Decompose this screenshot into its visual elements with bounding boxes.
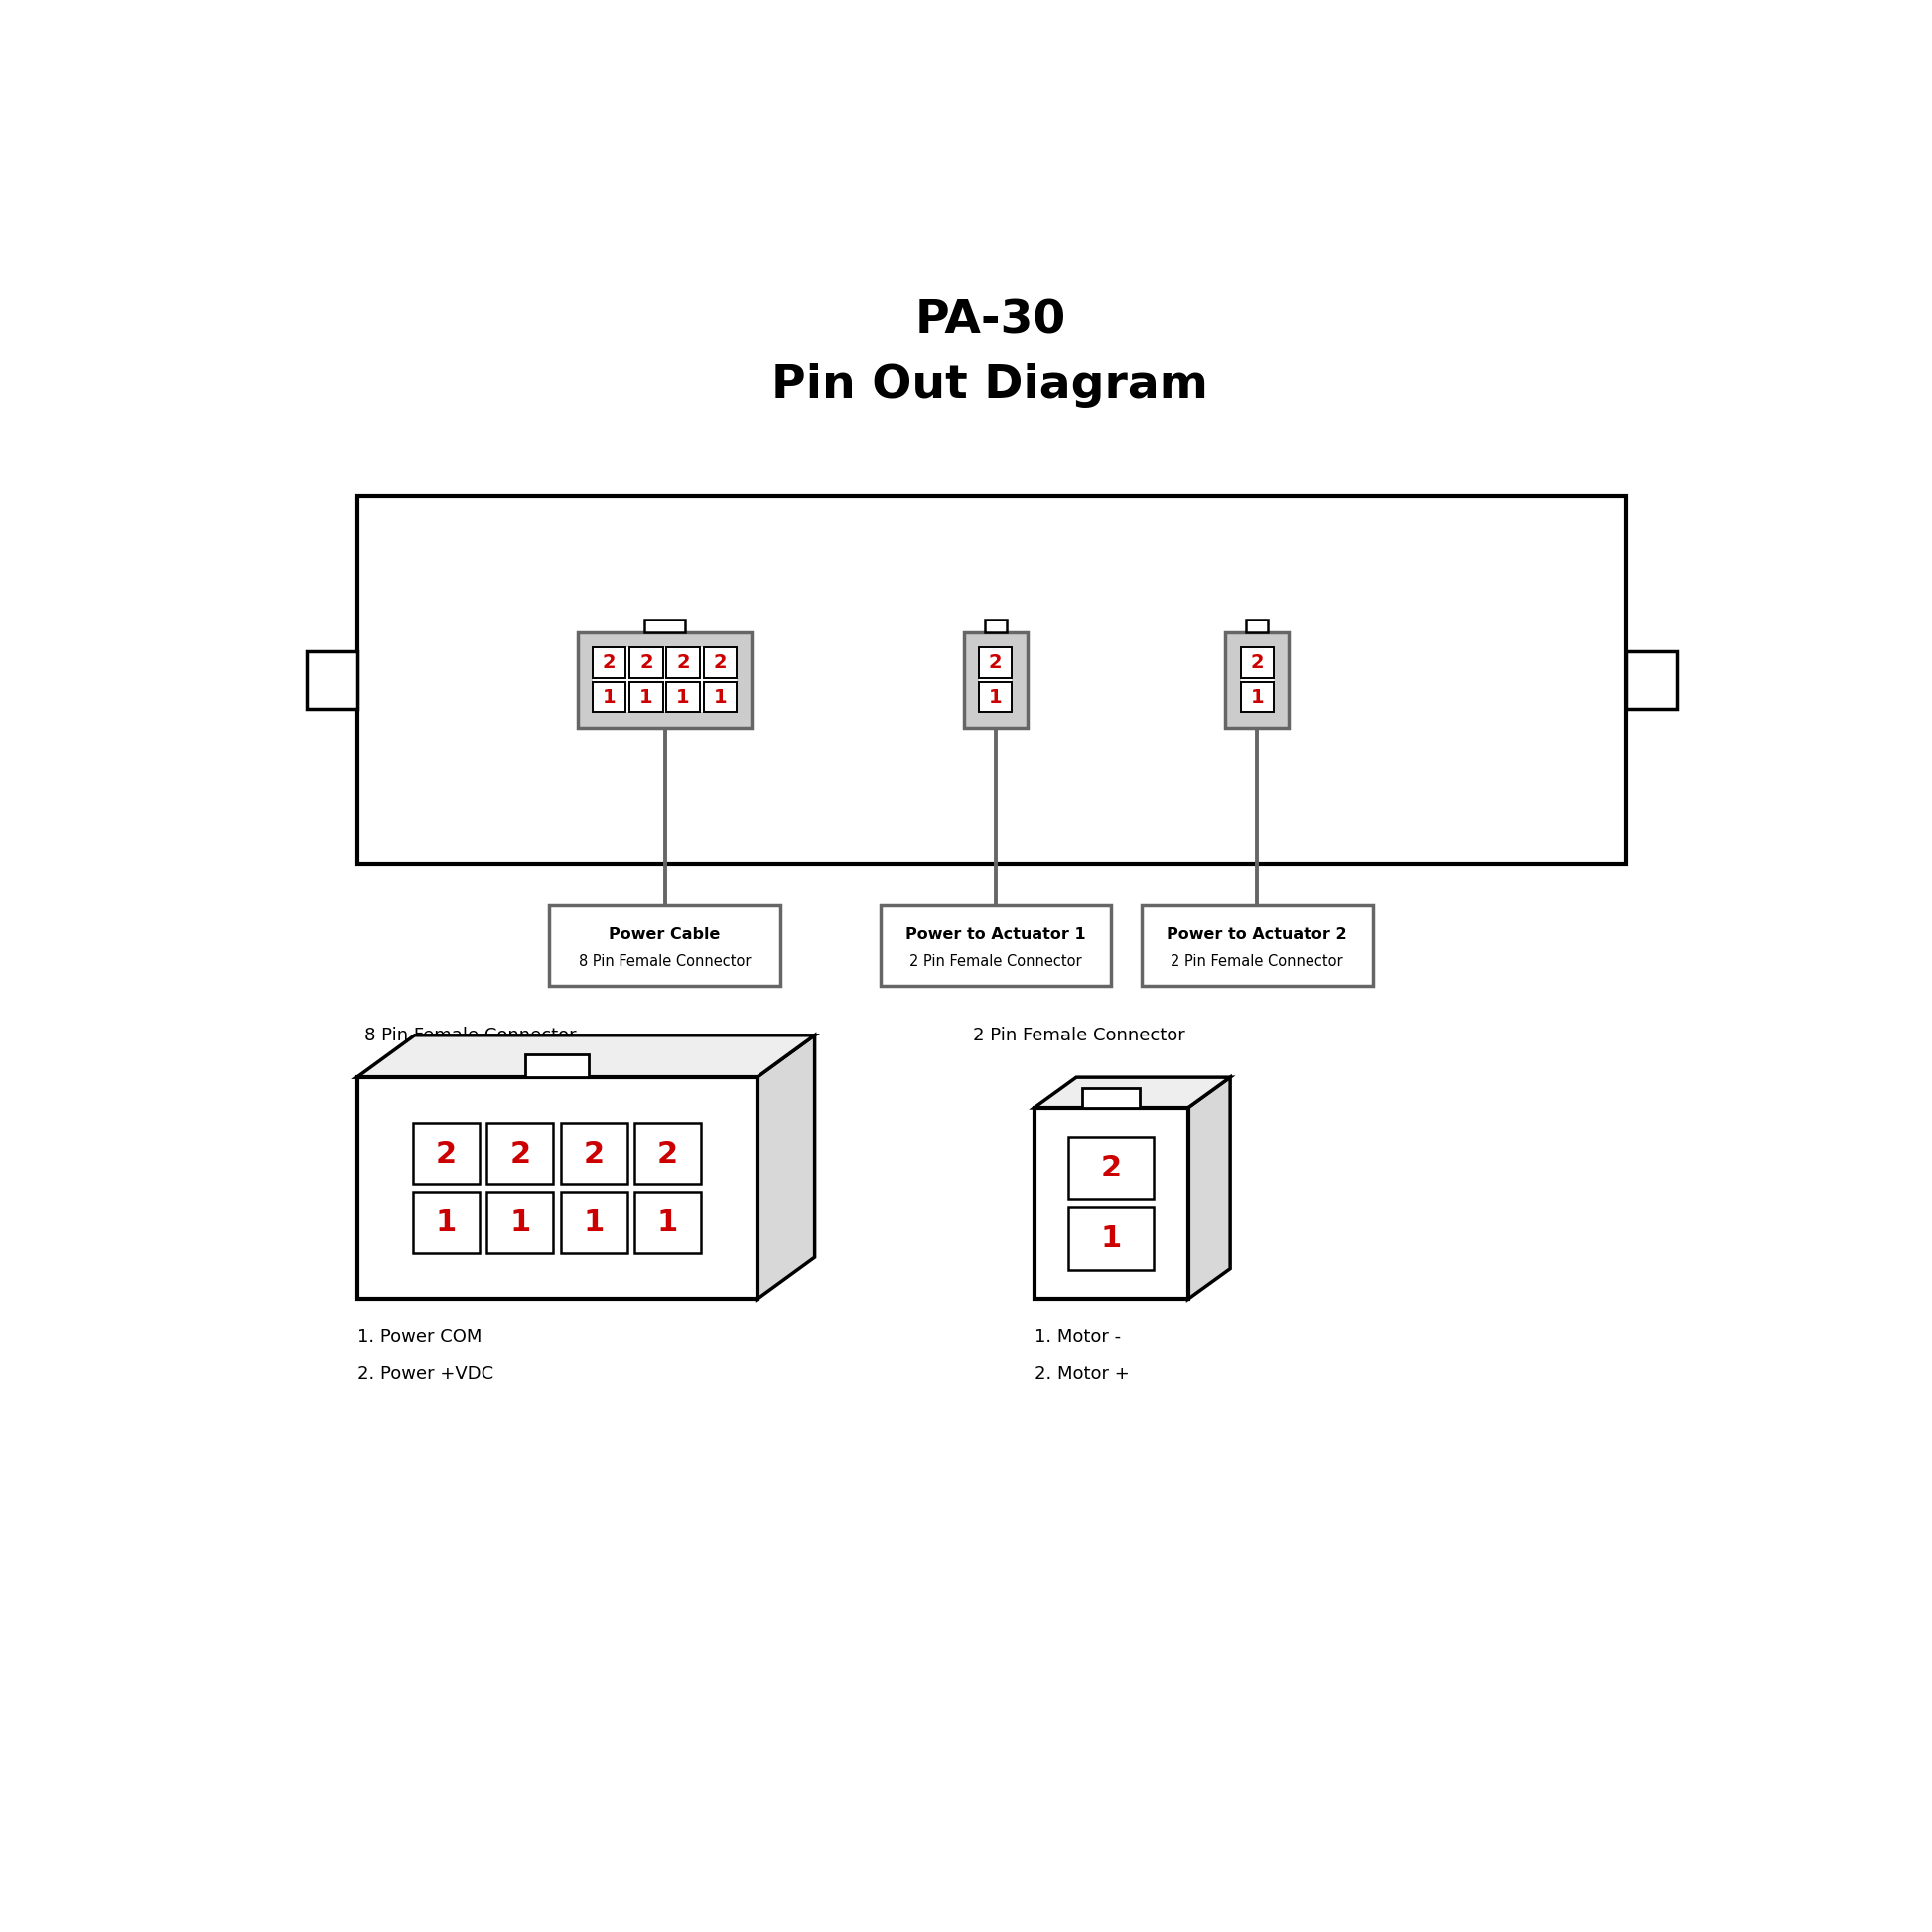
Bar — [667, 682, 699, 713]
Text: 1. Motor -: 1. Motor - — [1034, 1329, 1121, 1347]
Bar — [1034, 1107, 1188, 1298]
Text: 2: 2 — [437, 1140, 456, 1169]
Text: Power to Actuator 1: Power to Actuator 1 — [906, 927, 1086, 943]
Text: 1: 1 — [639, 688, 653, 707]
Text: 2: 2 — [989, 653, 1003, 672]
Bar — [636, 1192, 701, 1254]
Text: 1: 1 — [676, 688, 690, 707]
Text: 2 Pin Female Connector: 2 Pin Female Connector — [910, 954, 1082, 970]
Text: 1: 1 — [583, 1208, 605, 1236]
Bar — [1627, 651, 1677, 709]
Bar — [1142, 906, 1372, 985]
Bar — [630, 682, 663, 713]
Text: 2: 2 — [676, 653, 690, 672]
Text: 2: 2 — [510, 1140, 531, 1169]
Bar — [357, 1078, 757, 1298]
Text: 1: 1 — [510, 1208, 531, 1236]
Bar — [593, 647, 736, 713]
Text: Power to Actuator 2: Power to Actuator 2 — [1167, 927, 1347, 943]
Text: 2: 2 — [713, 653, 726, 672]
Bar — [985, 620, 1007, 632]
Bar — [1082, 1088, 1140, 1107]
Bar — [964, 632, 1028, 728]
Bar — [630, 647, 663, 678]
Bar — [560, 1192, 628, 1254]
Text: 2: 2 — [657, 1140, 678, 1169]
Bar — [413, 1122, 479, 1184]
Text: 2 Pin Female Connector: 2 Pin Female Connector — [1171, 954, 1343, 970]
Bar — [1068, 1208, 1153, 1269]
Bar — [549, 906, 781, 985]
Bar — [1068, 1136, 1153, 1200]
Text: 2: 2 — [1250, 653, 1264, 672]
Polygon shape — [757, 1036, 815, 1298]
Bar — [593, 682, 626, 713]
Bar — [526, 1055, 589, 1078]
Text: 2: 2 — [639, 653, 653, 672]
Text: 1: 1 — [713, 688, 726, 707]
Bar — [881, 906, 1111, 985]
Bar — [1246, 620, 1267, 632]
Text: 1: 1 — [657, 1208, 678, 1236]
Bar — [703, 682, 736, 713]
Text: 1: 1 — [435, 1208, 456, 1236]
Text: 2 Pin Female Connector: 2 Pin Female Connector — [972, 1026, 1184, 1043]
Bar — [487, 1192, 553, 1254]
Bar — [307, 651, 357, 709]
Text: 2. Motor +: 2. Motor + — [1034, 1366, 1128, 1383]
Bar — [487, 1122, 553, 1184]
Text: 8 Pin Female Connector: 8 Pin Female Connector — [365, 1026, 576, 1043]
Text: 2: 2 — [583, 1140, 605, 1169]
Bar — [1240, 647, 1273, 678]
Text: 2. Power +VDC: 2. Power +VDC — [357, 1366, 493, 1383]
Text: 1: 1 — [1101, 1225, 1121, 1254]
Bar — [667, 647, 699, 678]
Text: 1: 1 — [1250, 688, 1264, 707]
Text: 2: 2 — [1101, 1153, 1121, 1182]
Bar — [1240, 647, 1273, 713]
Text: 8 Pin Female Connector: 8 Pin Female Connector — [578, 954, 752, 970]
Bar — [703, 647, 736, 678]
Bar — [593, 647, 626, 678]
Bar — [980, 647, 1012, 678]
Text: 2: 2 — [603, 653, 616, 672]
Bar — [1240, 682, 1273, 713]
Text: 1. Power COM: 1. Power COM — [357, 1329, 481, 1347]
Text: 1: 1 — [603, 688, 616, 707]
Text: PA-30: PA-30 — [914, 298, 1066, 342]
Bar — [980, 647, 1012, 713]
Bar — [645, 618, 684, 632]
Text: Pin Out Diagram: Pin Out Diagram — [771, 363, 1209, 408]
Bar — [1225, 632, 1289, 728]
Bar — [413, 1192, 479, 1254]
Bar — [980, 682, 1012, 713]
Bar — [357, 497, 1627, 864]
Text: Power Cable: Power Cable — [609, 927, 721, 943]
Bar — [560, 1122, 628, 1184]
Polygon shape — [1034, 1078, 1231, 1107]
Polygon shape — [357, 1036, 815, 1078]
Polygon shape — [1188, 1078, 1231, 1298]
Bar — [578, 632, 752, 728]
Bar — [636, 1122, 701, 1184]
Text: 1: 1 — [989, 688, 1003, 707]
